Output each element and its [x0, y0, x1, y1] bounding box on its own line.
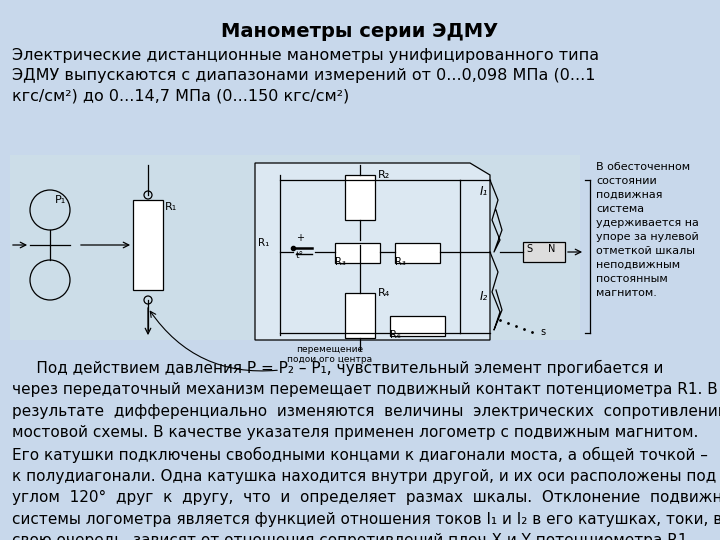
- Text: R₁: R₁: [258, 238, 269, 248]
- Text: Под действием давления P = P₂ – P₁, чувствительный элемент прогибается и
через п: Под действием давления P = P₂ – P₁, чувс…: [12, 360, 720, 540]
- Text: N: N: [548, 244, 555, 254]
- Text: +: +: [296, 233, 304, 243]
- Text: перемещение
подои ого центра: перемещение подои ого центра: [287, 345, 372, 364]
- Text: Манометры серии ЭДМУ: Манометры серии ЭДМУ: [222, 22, 498, 41]
- Bar: [345, 175, 375, 220]
- Text: В обесточенном
состоянии
подвижная
система
удерживается на
упоре за нулевой
отме: В обесточенном состоянии подвижная систе…: [596, 162, 699, 298]
- Text: S: S: [526, 244, 532, 254]
- Text: R₃: R₃: [395, 257, 406, 267]
- Text: P₁: P₁: [55, 195, 66, 205]
- Text: R₄: R₄: [378, 288, 390, 298]
- Bar: [345, 293, 375, 338]
- Bar: [523, 242, 565, 262]
- Bar: [133, 200, 163, 290]
- Text: I₁: I₁: [480, 185, 488, 198]
- Polygon shape: [255, 163, 490, 340]
- Bar: [395, 243, 440, 263]
- Text: R₃: R₃: [335, 257, 346, 267]
- Bar: [390, 316, 445, 336]
- Bar: [335, 243, 380, 263]
- Text: R₁: R₁: [165, 202, 177, 212]
- Text: R₂: R₂: [378, 170, 390, 180]
- Text: I₂: I₂: [480, 290, 488, 303]
- Text: t°: t°: [296, 251, 304, 260]
- Text: Электрические дистанционные манометры унифицированного типа
ЭДМУ выпускаются с д: Электрические дистанционные манометры ун…: [12, 48, 599, 104]
- Text: s: s: [540, 327, 545, 337]
- Bar: [10, 155, 580, 340]
- Text: R₆: R₆: [390, 330, 401, 340]
